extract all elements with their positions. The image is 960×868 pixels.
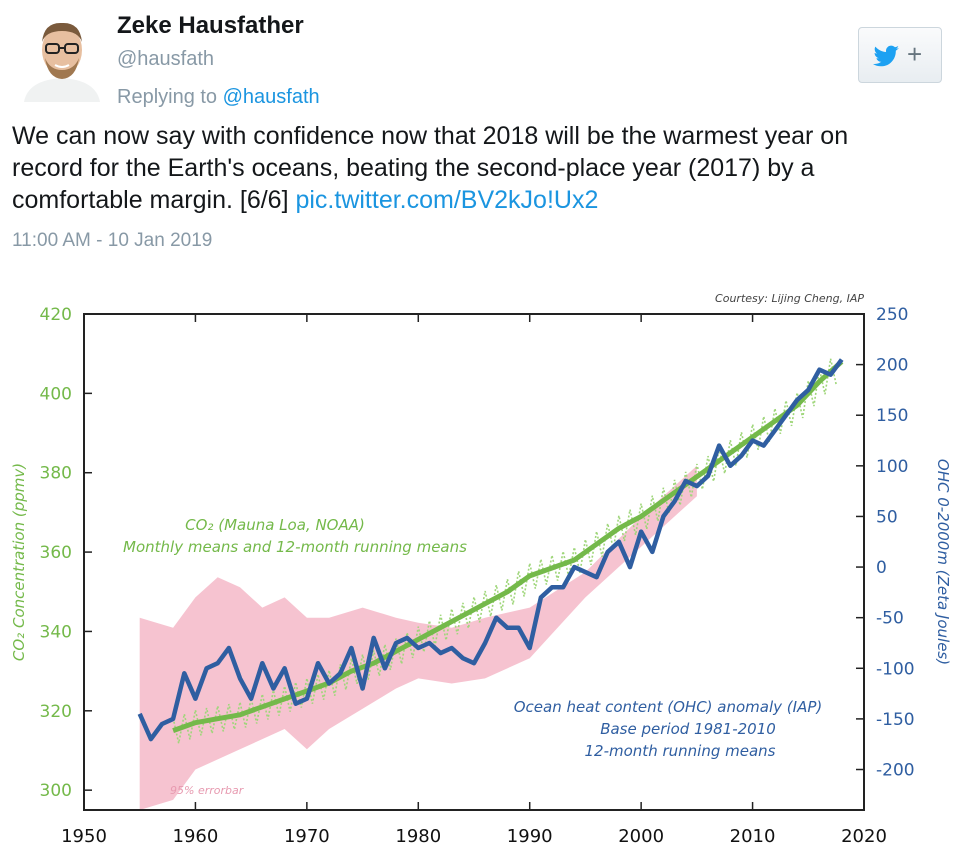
replying-prefix: Replying to — [117, 86, 218, 108]
x-tick-label: 1990 — [507, 826, 553, 847]
right-tick-label: 250 — [876, 305, 908, 325]
x-tick-label: 2000 — [618, 826, 664, 847]
co2-annotation-line2: Monthly means and 12-month running means — [123, 538, 467, 556]
x-tick-label: 1970 — [284, 826, 330, 847]
x-tick-label: 1980 — [395, 826, 441, 847]
right-tick-label: 100 — [876, 457, 908, 477]
twitter-bird-icon: + — [873, 39, 922, 69]
right-axis-title: OHC 0-2000m (Zeta Joules) — [934, 459, 952, 665]
tweet-text: We can now say with confidence now that … — [12, 120, 912, 216]
plot-frame — [83, 313, 865, 811]
right-tick-label: 50 — [876, 507, 898, 527]
x-tick-label: 1960 — [173, 826, 219, 847]
left-tick-label: 420 — [40, 305, 72, 325]
co2-running-mean-line — [172, 359, 844, 733]
left-tick-label: 400 — [40, 384, 72, 404]
avatar-image — [18, 12, 106, 102]
follow-plus: + — [907, 39, 922, 69]
ohc-annotation-line1: Ocean heat content (OHC) anomaly (IAP) — [514, 698, 822, 716]
right-tick-label: 150 — [876, 406, 908, 426]
left-tick-label: 320 — [40, 702, 72, 722]
chart-credit: Courtesy: Lijing Cheng, IAP — [715, 292, 864, 305]
pic-link[interactable]: pic.twitter.com/BV2kJo!Ux2 — [295, 186, 599, 214]
right-tick-label: -200 — [876, 761, 915, 781]
tweet-body: We can now say with confidence now that … — [12, 122, 849, 214]
tweet-timestamp[interactable]: 11:00 AM - 10 Jan 2019 — [12, 230, 213, 251]
x-tick-label: 2010 — [730, 826, 776, 847]
x-tick-label: 2020 — [841, 826, 887, 847]
left-tick-label: 340 — [40, 622, 72, 642]
left-tick-label: 360 — [40, 543, 72, 563]
ohc-annotation-line3: 12-month running means — [585, 742, 776, 760]
replying-to-link[interactable]: @hausfath — [222, 86, 320, 108]
x-tick-label: 1950 — [61, 826, 107, 847]
errorbar-annotation: 95% errorbar — [170, 784, 245, 797]
right-tick-label: -50 — [876, 609, 904, 629]
replying-to: Replying to @hausfath — [117, 86, 320, 109]
follow-button[interactable]: + — [858, 27, 942, 83]
ohc-annotation-line2: Base period 1981-2010 — [600, 720, 776, 738]
right-tick-label: 0 — [876, 558, 887, 578]
author-handle[interactable]: @hausfath — [117, 48, 215, 70]
ocean-heat-content-chart: 1950 1960 1970 1980 1990 2000 2010 202030032034… — [10, 292, 952, 847]
right-tick-label: -100 — [876, 659, 915, 679]
ohc-line — [137, 358, 844, 742]
co2-annotation-line1: CO₂ (Mauna Loa, NOAA) — [185, 516, 365, 534]
left-tick-label: 300 — [40, 781, 72, 801]
right-tick-label: 200 — [876, 356, 908, 376]
left-axis-title: CO₂ Concentration (ppmv) — [10, 463, 28, 661]
right-tick-label: -150 — [876, 710, 915, 730]
author-name[interactable]: Zeke Hausfather — [117, 12, 304, 39]
author-avatar[interactable] — [18, 12, 106, 102]
left-tick-label: 380 — [40, 464, 72, 484]
